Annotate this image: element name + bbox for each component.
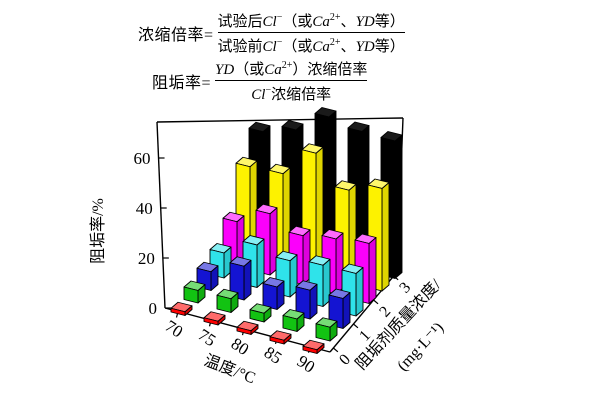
svg-text:0: 0 (149, 299, 158, 318)
svg-text:60: 60 (134, 149, 151, 168)
bar (216, 288, 239, 313)
bar (282, 309, 305, 332)
bar (315, 317, 338, 342)
svg-text:温度/°C: 温度/°C (202, 351, 258, 387)
svg-text:85: 85 (261, 343, 286, 368)
bar (209, 243, 232, 279)
bar (328, 288, 351, 329)
bars (170, 107, 403, 354)
bar (183, 280, 206, 304)
svg-text:80: 80 (228, 334, 253, 359)
svg-text:3: 3 (396, 279, 414, 296)
svg-text:75: 75 (195, 325, 220, 350)
bar (269, 330, 292, 345)
fraction-denominator: 试验前Cl−（或Ca2+、YD等） (217, 32, 405, 57)
bar (262, 277, 285, 310)
svg-text:阻垢率/%: 阻垢率/% (89, 198, 107, 264)
bar (203, 311, 226, 326)
bar (295, 280, 318, 320)
bar (236, 320, 259, 335)
svg-text:2: 2 (376, 303, 394, 320)
bar (170, 301, 193, 316)
fraction-denominator: Cl−浓缩倍率 (215, 80, 368, 105)
svg-text:40: 40 (136, 199, 153, 218)
fraction: YD（或Ca2+）浓缩倍率 Cl−浓缩倍率 (215, 56, 368, 105)
formula-concentration-ratio: 浓缩倍率= 试验后Cl−（或Ca2+、YD等） 试验前Cl−（或Ca2+、YD等… (138, 8, 405, 57)
formula-lhs: 阻垢率= (152, 74, 212, 92)
bar (302, 339, 325, 354)
bar-row-conc-0.5 (183, 280, 338, 342)
svg-text:90: 90 (294, 351, 319, 376)
bar-row-conc-1 (196, 256, 351, 329)
fraction: 试验后Cl−（或Ca2+、YD等） 试验前Cl−（或Ca2+、YD等） (217, 8, 405, 57)
fraction-numerator: 试验后Cl−（或Ca2+、YD等） (217, 12, 405, 30)
bar (249, 303, 272, 323)
svg-text:20: 20 (138, 249, 155, 268)
svg-text:0: 0 (336, 351, 354, 368)
bar (229, 256, 252, 301)
svg-text:70: 70 (162, 316, 187, 341)
y-axis-inhibition-rate: 0 20 40 60 阻垢率/% (89, 117, 404, 318)
formula-scale-inhibition-rate: 阻垢率= YD（或Ca2+）浓缩倍率 Cl−浓缩倍率 (152, 56, 368, 105)
bar (196, 261, 219, 291)
fraction-numerator: YD（或Ca2+）浓缩倍率 (215, 60, 368, 78)
formula-lhs: 浓缩倍率= (138, 26, 214, 44)
bar-row-conc-0 (170, 301, 325, 354)
